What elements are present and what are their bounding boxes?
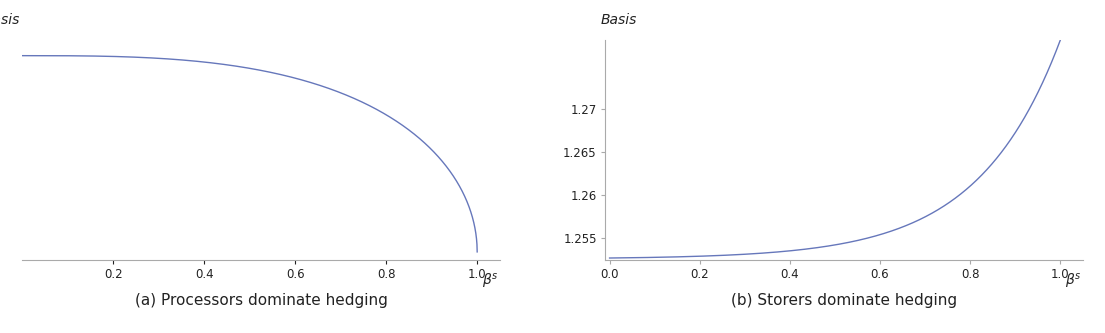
Text: Basis: Basis — [0, 13, 20, 27]
Text: $\beta^s$: $\beta^s$ — [482, 272, 498, 291]
Text: (a) Processors dominate hedging: (a) Processors dominate hedging — [135, 293, 388, 308]
Text: (b) Storers dominate hedging: (b) Storers dominate hedging — [730, 293, 957, 308]
Text: $\beta^s$: $\beta^s$ — [1065, 272, 1082, 291]
Text: Basis: Basis — [600, 13, 636, 27]
